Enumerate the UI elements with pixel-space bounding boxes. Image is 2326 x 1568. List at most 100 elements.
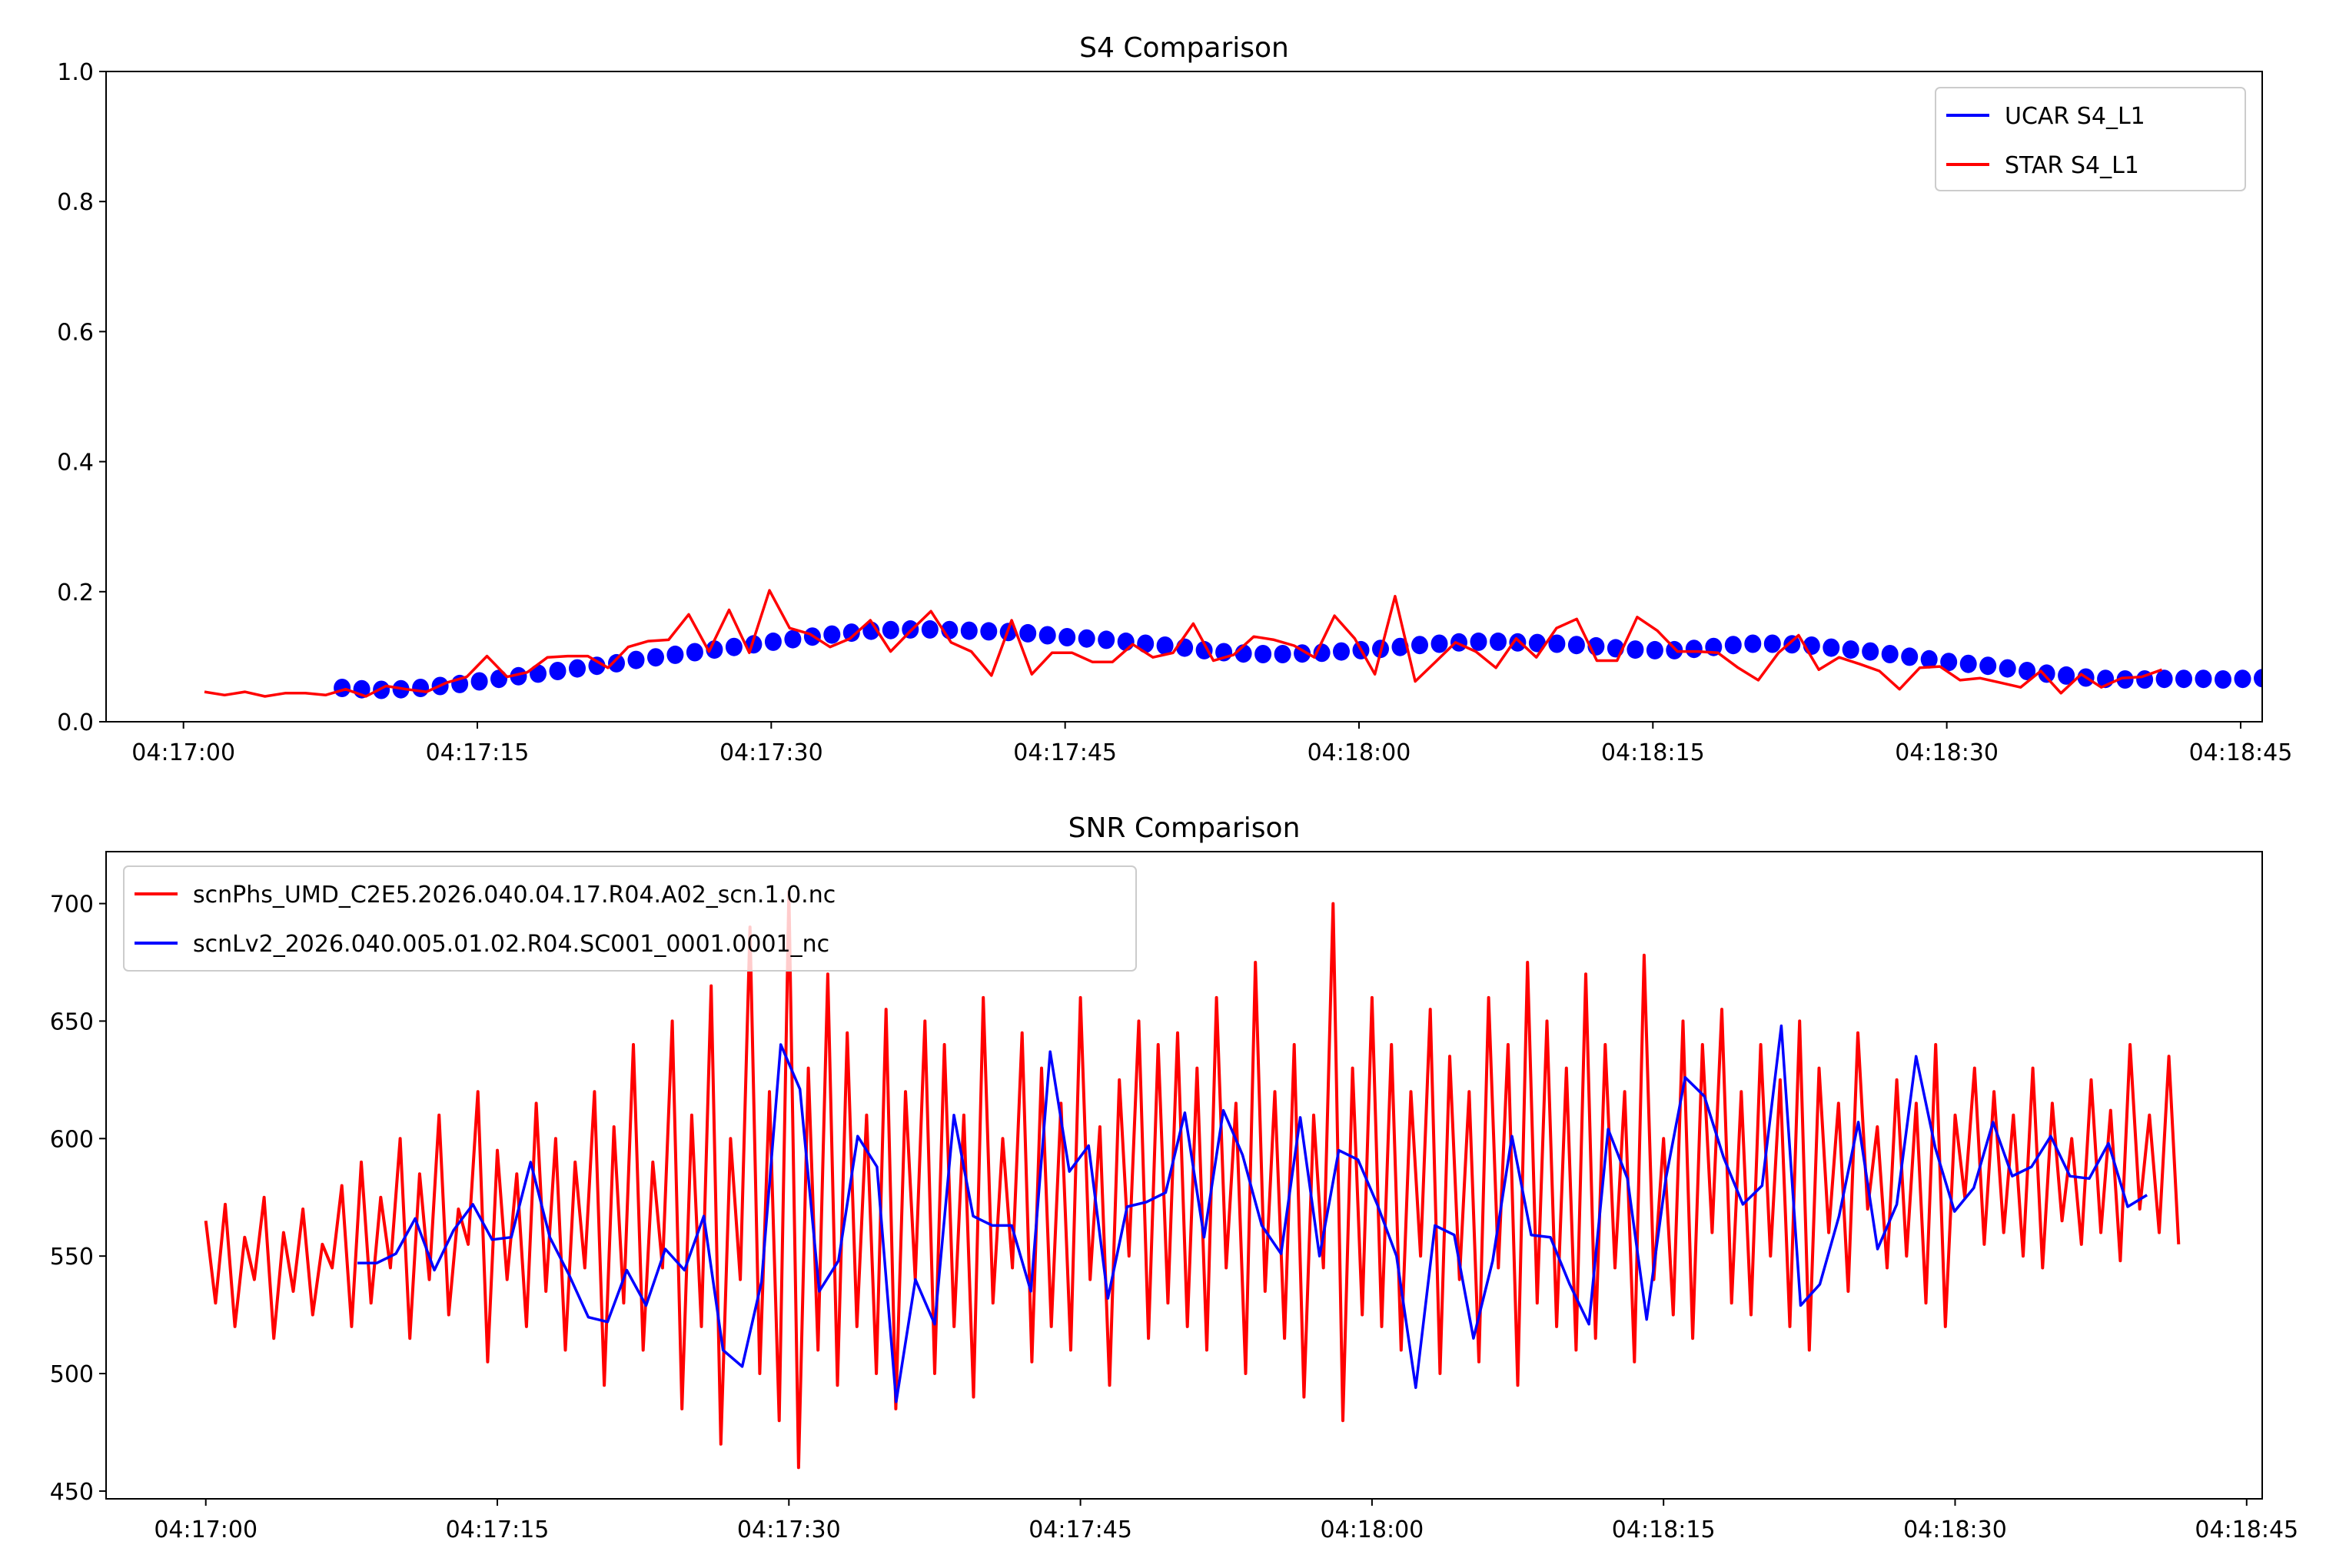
data-point [666, 645, 684, 664]
plot-area [204, 890, 2181, 1470]
chart-s4: S4 Comparison 04:17:00 04:17:15 04:17:30 04:… [57, 32, 2292, 766]
data-point [2254, 669, 2262, 688]
data-point [882, 620, 899, 639]
legend: UCAR S4_L1 STAR S4_L1 [1935, 87, 2246, 191]
chart-snr: SNR Comparison 04:17:00 04:17:15 04:17:30 04… [50, 812, 2298, 1543]
chart-title: SNR Comparison [1068, 812, 1301, 844]
data-point [764, 632, 782, 651]
y-tick-label: 500 [50, 1361, 94, 1388]
data-point [784, 630, 802, 649]
data-point [1430, 634, 1448, 653]
data-point [1333, 642, 1350, 661]
data-point [1979, 656, 1997, 676]
series-scnphs-umd-c2e5-2026-040-04-17-r04-a02-scn-1-0-nc-line [204, 890, 2181, 1470]
data-point [1920, 649, 1938, 669]
data-point [2116, 670, 2134, 689]
data-point [1078, 629, 1095, 648]
data-point [725, 637, 743, 656]
data-point [1470, 632, 1487, 651]
data-point [1940, 653, 1958, 672]
data-point [1783, 635, 1801, 654]
data-point [1098, 630, 1115, 649]
data-point [1567, 636, 1585, 655]
data-point [2019, 662, 2036, 680]
data-point [412, 679, 430, 697]
x-tick-label: 04:17:45 [1028, 1517, 1132, 1543]
data-point [2234, 669, 2251, 689]
y-tick-label: 0.4 [57, 450, 94, 477]
data-point [1763, 634, 1781, 653]
x-tick-label: 04:17:45 [1013, 739, 1117, 766]
x-tick-label: 04:18:15 [1601, 739, 1705, 766]
legend: scnPhs_UMD_C2E5.2026.040.04.17.R04.A02_s… [123, 865, 1137, 972]
data-point [1391, 637, 1409, 656]
data-point [1058, 628, 1076, 646]
data-point [1411, 636, 1428, 655]
data-point [549, 662, 567, 680]
data-point [334, 679, 351, 697]
data-point [960, 621, 978, 640]
x-tick-label: 04:17:00 [154, 1517, 258, 1543]
y-tick-label: 0.8 [57, 189, 94, 216]
data-point [2038, 664, 2055, 683]
data-point [1842, 640, 1859, 659]
data-point [608, 653, 625, 673]
data-point [980, 622, 998, 641]
data-point [1156, 636, 1174, 655]
data-point [2195, 669, 2212, 689]
data-point [490, 669, 507, 689]
plot-area [204, 589, 2291, 699]
data-point [1744, 634, 1762, 653]
data-point [1117, 632, 1135, 651]
x-tick-label: 04:18:00 [1321, 1517, 1424, 1543]
legend-label: scnPhs_UMD_C2E5.2026.040.04.17.R04.A02_s… [193, 882, 836, 909]
data-point [1999, 659, 2016, 678]
data-point [1959, 654, 1977, 673]
data-point [706, 640, 723, 659]
x-tick-label: 04:18:45 [2195, 1517, 2298, 1543]
data-point [1881, 645, 1899, 663]
data-point [647, 648, 664, 667]
y-tick-label: 700 [50, 892, 94, 919]
legend-box [123, 865, 1137, 972]
y-tick-label: 0.0 [57, 709, 94, 736]
data-point [588, 656, 606, 676]
data-point [2155, 669, 2173, 689]
data-point [1724, 636, 1742, 655]
series-scnlv2-2026-040-005-01-02-r04-sc001-0001-0001-nc-line [357, 1024, 2148, 1404]
data-point [470, 672, 488, 691]
data-point [1685, 639, 1703, 659]
legend-label: UCAR S4_L1 [2005, 103, 2145, 130]
data-point [921, 620, 939, 639]
x-tick-label: 04:18:15 [1612, 1517, 1716, 1543]
legend-label: STAR S4_L1 [2005, 152, 2139, 179]
x-tick-label: 04:17:00 [131, 739, 235, 766]
chart-title: S4 Comparison [1079, 32, 1289, 64]
y-tick-label: 600 [50, 1126, 94, 1153]
x-tick-label: 04:17:15 [446, 1517, 550, 1543]
data-point [1274, 645, 1291, 663]
data-point [1254, 645, 1272, 663]
data-point [510, 666, 527, 686]
data-point [2058, 666, 2075, 685]
y-tick-label: 650 [50, 1008, 94, 1035]
data-point [1627, 640, 1644, 659]
x-tick-label: 04:17:30 [719, 739, 823, 766]
data-point [686, 643, 703, 662]
data-point [1450, 633, 1467, 652]
y-tick-label: 0.6 [57, 319, 94, 346]
data-point [627, 650, 645, 669]
series-star-s4-l1-line [204, 589, 2163, 698]
data-point [1901, 647, 1919, 666]
data-point [2274, 669, 2291, 687]
data-point [2175, 669, 2192, 689]
data-point [1019, 623, 1037, 643]
y-tick-label: 0.2 [57, 580, 94, 606]
data-point [823, 625, 841, 644]
data-point [1548, 634, 1566, 653]
y-tick-label: 450 [50, 1479, 94, 1506]
axes-frame [105, 71, 2263, 723]
data-point [2215, 670, 2231, 689]
y-tick-label: 550 [50, 1244, 94, 1271]
